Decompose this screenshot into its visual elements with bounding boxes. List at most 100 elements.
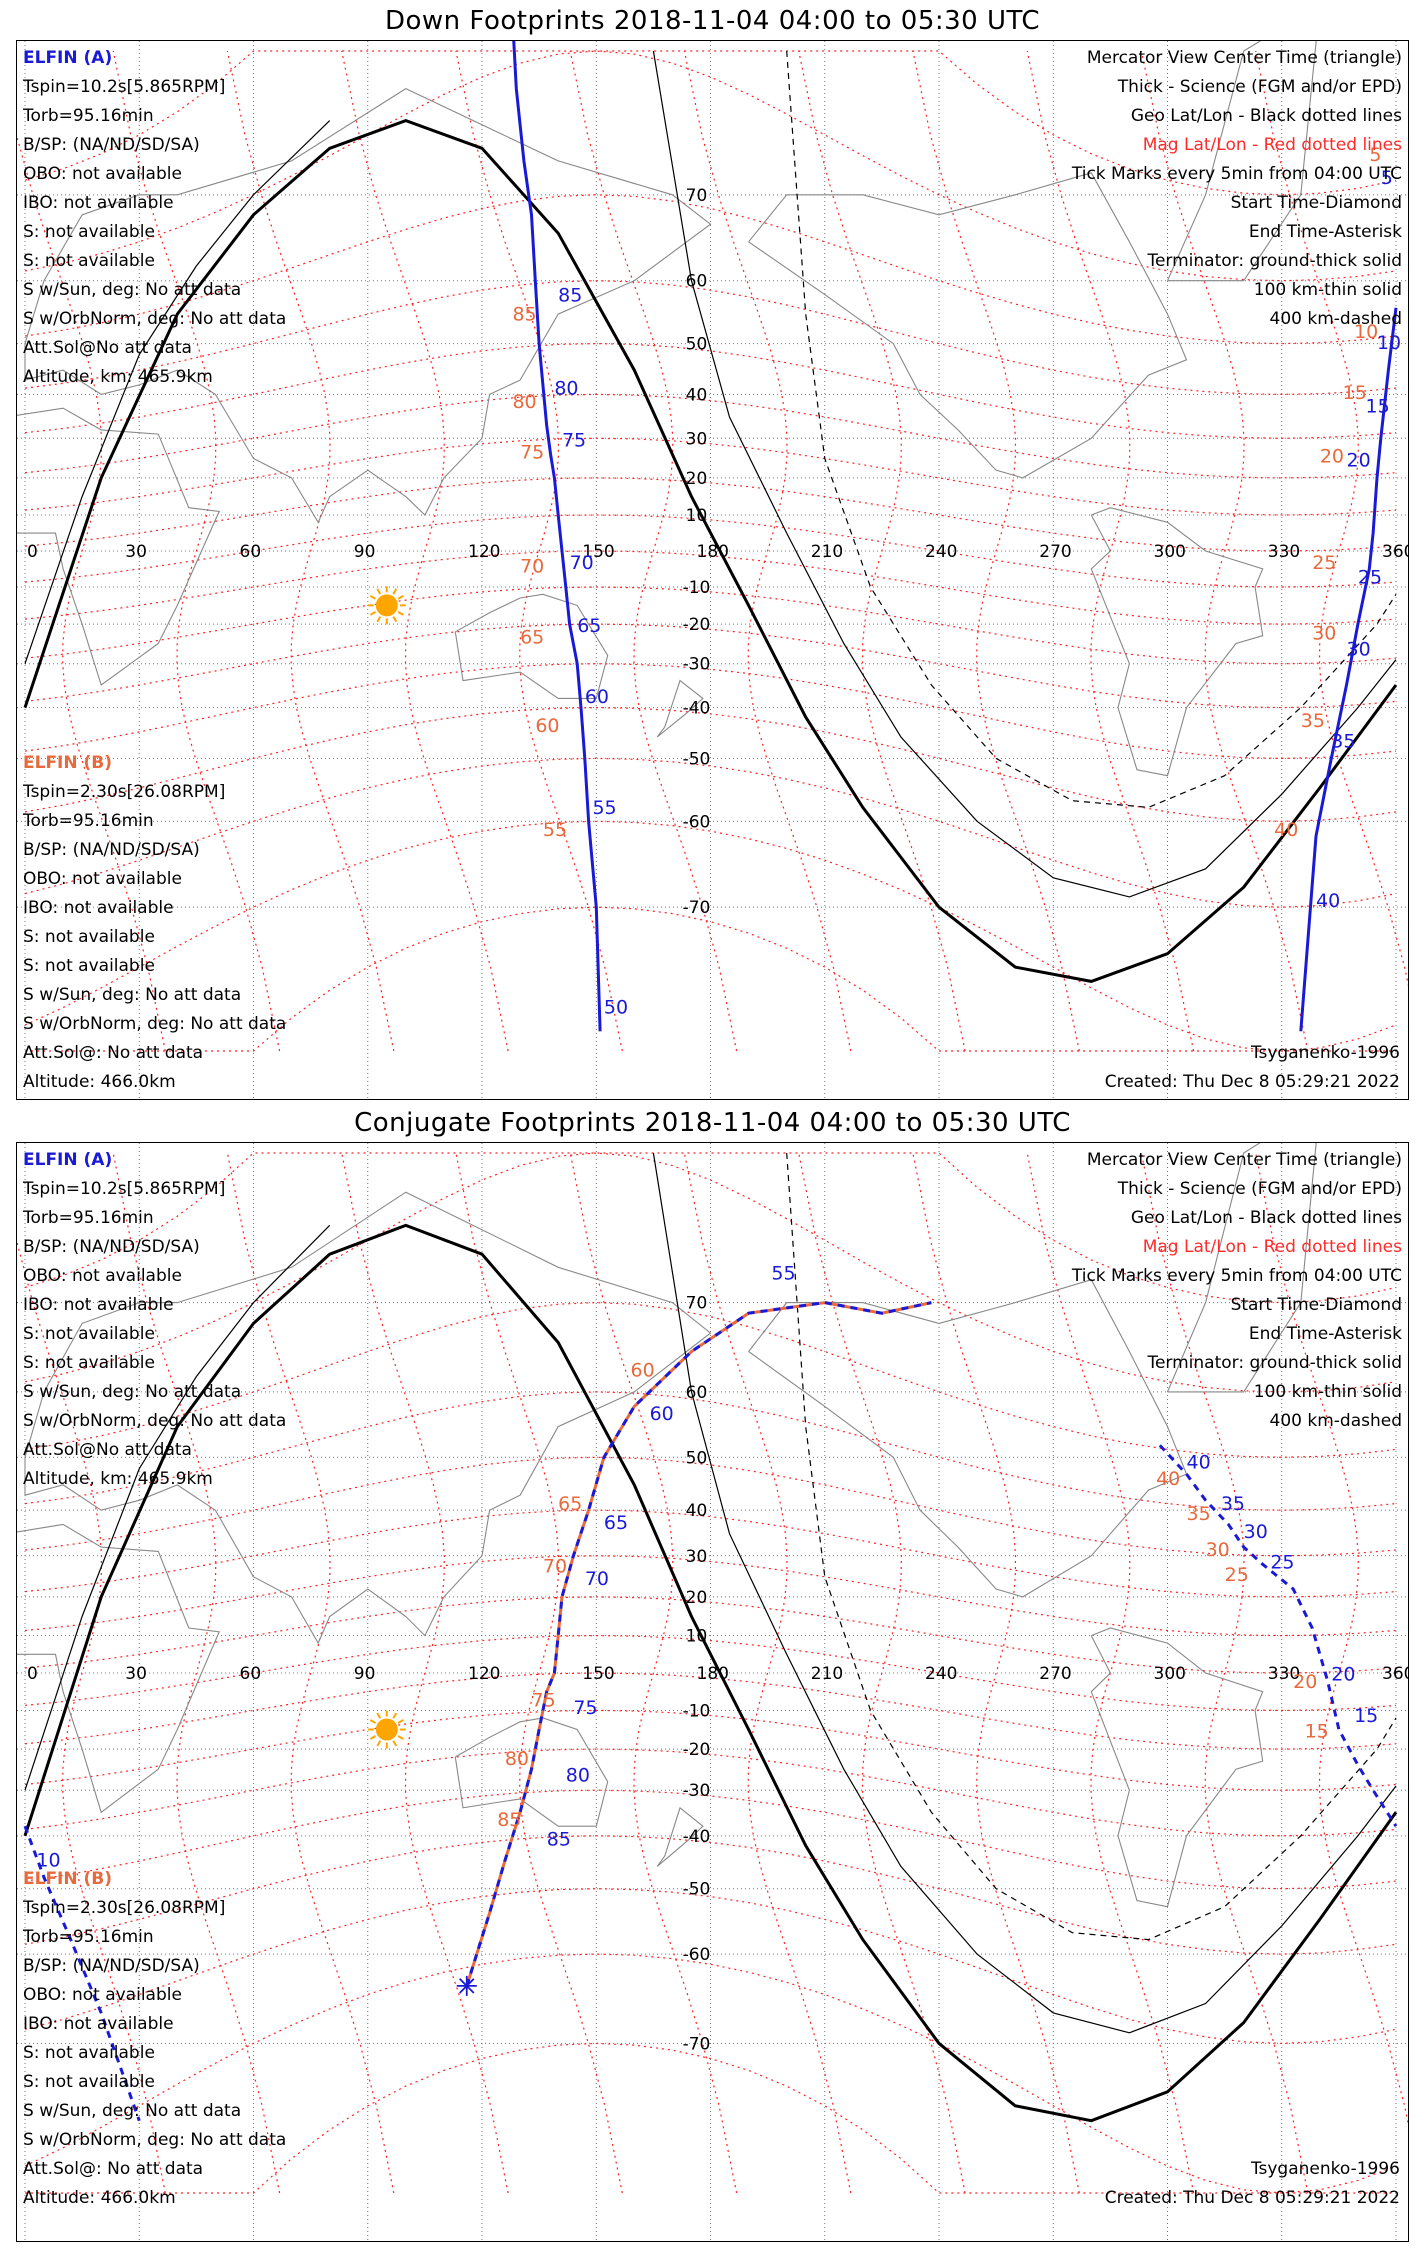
coastline: [24, 1191, 712, 1645]
elfin-a-tick-label: 50: [604, 996, 628, 1018]
mag-parallel: [24, 586, 1397, 665]
geo-grid: [17, 41, 1408, 1099]
lat-tick-label: 30: [686, 429, 708, 449]
elfin-b-tick-label: 40: [1156, 1468, 1180, 1490]
sun-disc: [375, 594, 398, 617]
elfin-b-tick-label: 25: [1225, 1564, 1249, 1586]
sun-ray: [376, 1740, 382, 1747]
elfin-a-tick-label: 60: [585, 686, 609, 708]
lon-tick-label: 120: [468, 542, 500, 562]
elfin-a-info-line: OBO: not available: [23, 164, 182, 184]
asterisk-stroke: [459, 1978, 475, 1994]
elfin-b-info-line: Att.Sol@: No att data: [23, 1043, 204, 1063]
lon-tick-label: 180: [697, 1664, 729, 1684]
elfin-b-info-line: S: not available: [23, 956, 155, 976]
legend-line: Geo Lat/Lon - Black dotted lines: [1130, 106, 1402, 126]
elfin-b-tick-label: 60: [631, 1360, 655, 1382]
terminator-400km: [786, 50, 1397, 809]
axis-labels: 0 30 60 90 120 150 180 210 240 270 300 330 360 70 60 50…: [27, 186, 1409, 918]
created-label-conjugate: Created: Thu Dec 8 05:29:21 2022: [1104, 2188, 1400, 2208]
lat-tick-label: -50: [683, 749, 711, 769]
coastline: [656, 679, 704, 738]
elfin-b-tick-label: 75: [532, 1690, 556, 1712]
elfin-b-tick-label: 70: [543, 1556, 567, 1578]
elfin-b-tick-label: 35: [1301, 710, 1325, 732]
lon-tick-label: 60: [240, 542, 262, 562]
elfin-b-info-line: Altitude: 466.0km: [23, 2188, 176, 2208]
legend-line: End Time-Asterisk: [1248, 222, 1402, 242]
elfin-a-info-line: Tspin=10.2s[5.865RPM]: [23, 1179, 226, 1199]
mag-parallel: [24, 706, 1397, 822]
elfin-a-tick-label: 10: [1377, 332, 1401, 354]
mag-parallel: [24, 1152, 1397, 1393]
coastline: [1090, 507, 1264, 777]
mag-parallel: [24, 1748, 1397, 1837]
elfin-a-info-line: IBO: not available: [23, 1295, 174, 1315]
elfin-a-tick-label: 80: [566, 1765, 590, 1787]
elfin-b-name: ELFIN (B): [23, 753, 113, 773]
legend-line: 100 km-thin solid: [1253, 1382, 1402, 1402]
lon-tick-label: 150: [582, 1664, 614, 1684]
elfin-b-tick-label: 15: [1305, 1720, 1329, 1742]
elfin-a-track-2: [1299, 307, 1398, 1032]
mag-meridian: [341, 1152, 509, 2194]
elfin-b-tick-label: 65: [558, 1493, 582, 1515]
elfin-b-info-line: Tspin=2.30s[26.08RPM]: [23, 782, 226, 802]
lon-tick-label: 240: [925, 1664, 957, 1684]
elfin-a-tick-label: 35: [1331, 731, 1355, 753]
elfin-b-tick-label: 75: [520, 441, 544, 463]
lat-tick-label: -60: [683, 1945, 711, 1965]
elfin-a-tick-label: 70: [570, 552, 594, 574]
mag-parallel: [24, 1888, 1397, 2045]
lat-tick-label: 40: [686, 385, 708, 405]
sun-ray: [392, 588, 398, 595]
mag-parallel: [24, 342, 1397, 439]
elfin-a-name: ELFIN (A): [23, 48, 113, 68]
legend-line: Start Time-Diamond: [1230, 193, 1402, 213]
legend-line: End Time-Asterisk: [1248, 1324, 1402, 1344]
mag-meridian: [455, 50, 623, 1052]
elfin-b-info-line: Torb=95.16min: [23, 1927, 154, 1947]
lon-tick-label: 360: [1382, 542, 1409, 562]
sun-ray: [392, 1712, 398, 1719]
lat-tick-label: 20: [686, 1588, 708, 1608]
legend-line: Mag Lat/Lon - Red dotted lines: [1142, 135, 1402, 155]
mag-parallel: [24, 1555, 1397, 1637]
terminator-100km: [652, 50, 1397, 898]
sun-ray: [369, 1719, 377, 1724]
map-panel-conjugate: 0 30 60 90 120 150 180 210 240 270 300 330 360 70 60 50…: [16, 1142, 1409, 2242]
elfin-a-tick-label: 65: [604, 1512, 628, 1534]
lon-tick-label: 300: [1154, 1664, 1186, 1684]
terminator-ground: [23, 1223, 1398, 2123]
elfin-b-info-line: S w/OrbNorm, deg: No att data: [23, 2130, 287, 2150]
lon-tick-label: 210: [811, 1664, 843, 1684]
mag-meridian: [341, 50, 509, 1052]
mag-meridian: [798, 50, 966, 1052]
mag-parallel: [24, 1456, 1397, 1557]
elfin-b-tick-label: 80: [505, 1748, 529, 1770]
lat-tick-label: -20: [683, 1740, 711, 1760]
sun-ray: [369, 610, 377, 616]
lon-tick-label: 0: [27, 542, 38, 562]
sun-ray: [397, 1735, 404, 1740]
panel-title-down: Down Footprints 2018-11-04 04:00 to 05:3…: [384, 6, 1041, 36]
sun-ray: [376, 1712, 382, 1719]
sun-icon: [367, 586, 406, 625]
elfin-a-info-line: Altitude, km: 465.9km: [23, 367, 213, 387]
coastline: [17, 407, 221, 686]
elfin-a-tick-label: 25: [1270, 1551, 1294, 1573]
elfin-b-info-down: ELFIN (B) Tspin=2.30s[26.08RPM] Torb=95.1…: [23, 749, 286, 1097]
sun-ray: [376, 616, 382, 623]
mag-meridian: [112, 1152, 281, 2194]
elfin-b-tick-label: 80: [512, 391, 536, 413]
legend-line: Terminator: ground-thick solid: [1147, 251, 1402, 271]
mag-parallel: [24, 1953, 1397, 2194]
elfin-a-info-line: S: not available: [23, 222, 155, 242]
elfin-b-tick-label: 10: [1354, 321, 1378, 343]
mag-meridian: [1255, 1152, 1408, 2126]
elfin-a-info-line: OBO: not available: [23, 1266, 182, 1286]
map-canvas-down: 0 30 60 90 120 150 180 210 240 270 300 330 360 70 60 50…: [17, 41, 1409, 1099]
coastline: [748, 172, 1188, 479]
elfin-a-tick-label: 20: [1346, 449, 1370, 471]
elfin-a-info-line: S w/Sun, deg: No att data: [23, 280, 242, 300]
